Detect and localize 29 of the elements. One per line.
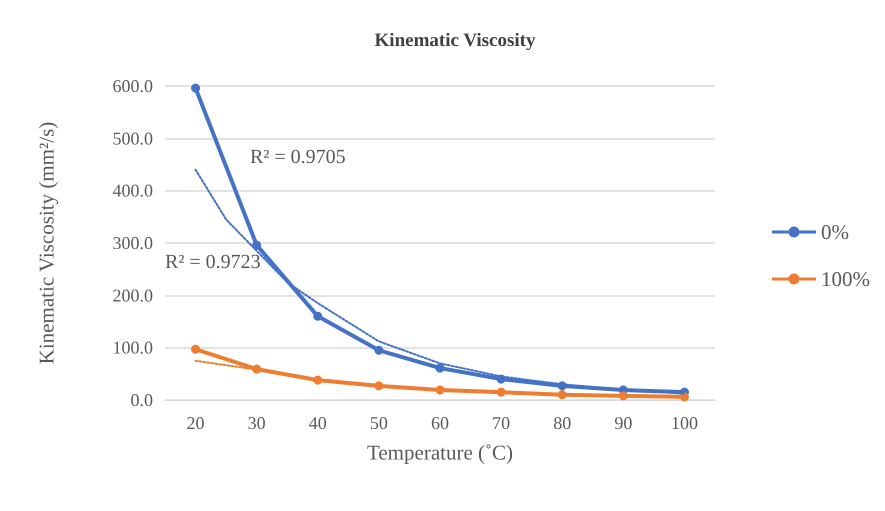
chart-title: Kinematic Viscosity (374, 30, 536, 51)
y-tick-label: 0.0 (130, 390, 153, 410)
x-tick-label: 80 (553, 413, 572, 433)
legend-label: 100% (821, 267, 870, 291)
y-tick-label: 100.0 (112, 338, 153, 358)
y-tick-label: 400.0 (112, 180, 153, 201)
point (436, 364, 444, 373)
x-tick-label: 40 (308, 413, 327, 433)
y-tick-label: 600.0 (112, 76, 153, 96)
x-tick-label: 60 (431, 413, 449, 433)
point (191, 84, 200, 93)
x-tick-label: 70 (492, 413, 510, 433)
x-axis-title: Temperature (˚C) (366, 440, 514, 464)
x-tick-label: 20 (186, 413, 205, 433)
y-tick-label: 500.0 (112, 128, 153, 148)
legend-label: 0% (821, 220, 850, 244)
y-axis-title: Kinematic Viscosity (mm²/s) (34, 122, 58, 364)
point (252, 240, 262, 250)
x-tick-label: 100 (670, 413, 698, 433)
y-tick-label: 200.0 (112, 285, 153, 306)
point (374, 346, 384, 355)
annotation: R² = 0.9723 (165, 251, 261, 273)
annotation: R² = 0.9705 (250, 146, 346, 168)
x-tick-label: 50 (370, 413, 388, 433)
point (191, 344, 200, 354)
x-tick-label: 30 (248, 413, 266, 433)
x-tick-label: 90 (614, 413, 632, 433)
y-tick-label: 300.0 (112, 233, 153, 253)
point (313, 312, 322, 321)
